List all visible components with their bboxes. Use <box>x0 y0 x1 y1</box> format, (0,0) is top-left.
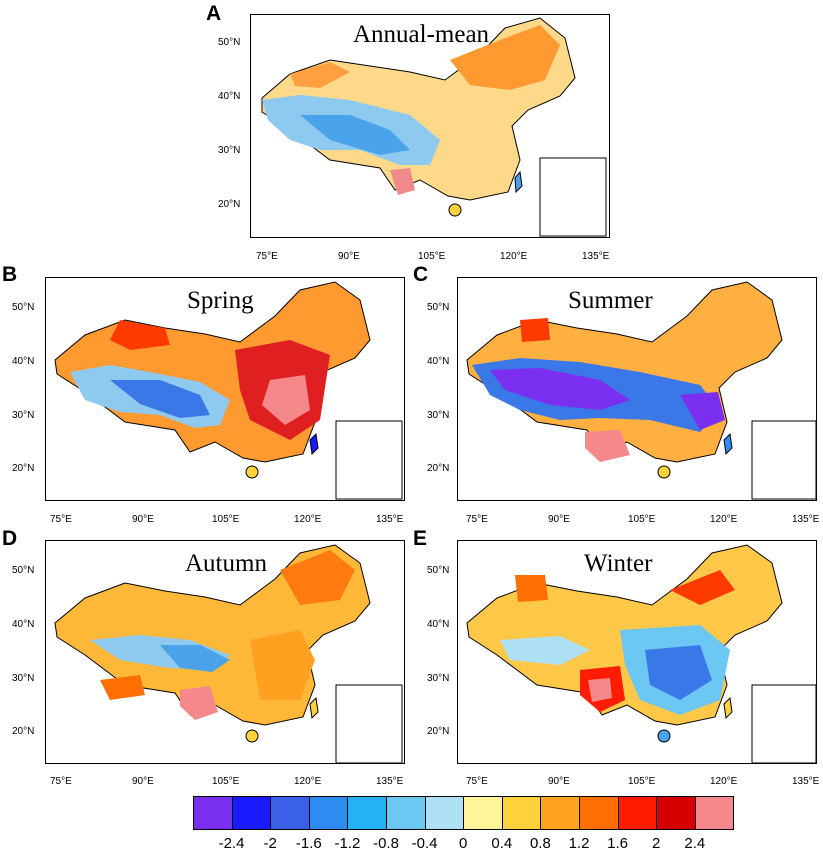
colorbar-swatch <box>540 796 580 830</box>
lon-label: 105°E <box>212 776 240 787</box>
lon-label: 105°E <box>418 251 446 262</box>
lat-label: 40°N <box>12 356 35 367</box>
lat-label: 20°N <box>427 726 450 737</box>
lon-label: 135°E <box>582 251 610 262</box>
colorbar-swatch <box>193 796 233 830</box>
lat-label: 20°N <box>218 199 241 210</box>
colorbar-label: 0.8 <box>529 835 551 852</box>
lon-label: 90°E <box>548 514 570 525</box>
lon-label: 75°E <box>466 776 488 787</box>
colorbar-swatch <box>308 796 349 830</box>
colorbar-label: 0 <box>459 835 468 852</box>
panel-letter-d: D <box>2 527 18 550</box>
lat-label: 50°N <box>12 302 35 313</box>
colorbar-label: -1.2 <box>334 835 361 852</box>
lon-label: 135°E <box>376 776 404 787</box>
colorbar-swatch <box>347 796 387 830</box>
lon-label: 120°E <box>294 776 322 787</box>
lon-label: 75°E <box>50 776 72 787</box>
lat-label: 40°N <box>12 619 35 630</box>
lon-label: 135°E <box>792 776 820 787</box>
colorbar-label: -1.6 <box>295 835 322 852</box>
colorbar-swatch <box>463 796 503 830</box>
panel-letter-b: B <box>2 263 18 286</box>
colorbar-label: -2.4 <box>218 835 245 852</box>
colorbar-swatch <box>656 796 696 830</box>
colorbar-swatch <box>694 796 735 830</box>
lat-label: 30°N <box>218 145 241 156</box>
lon-label: 105°E <box>628 776 656 787</box>
panel-title-d: Autumn <box>185 550 267 577</box>
lon-label: 90°E <box>132 776 154 787</box>
lon-label: 135°E <box>792 514 820 525</box>
colorbar-swatch <box>501 796 542 830</box>
panel-title-e: Winter <box>584 550 653 577</box>
lon-label: 105°E <box>628 514 656 525</box>
lat-label: 20°N <box>12 726 35 737</box>
lat-label: 50°N <box>427 565 450 576</box>
lon-label: 120°E <box>710 514 738 525</box>
lat-label: 30°N <box>427 673 450 684</box>
colorbar-label: 1.6 <box>607 835 629 852</box>
lon-label: 90°E <box>338 251 360 262</box>
lat-label: 20°N <box>427 463 450 474</box>
colorbar-swatch <box>231 796 272 830</box>
lon-label: 75°E <box>466 514 488 525</box>
colorbar-swatch <box>617 796 658 830</box>
panel-letter-e: E <box>413 527 428 550</box>
panel-letter-a: A <box>206 2 222 25</box>
lat-label: 40°N <box>218 91 241 102</box>
lat-label: 50°N <box>12 565 35 576</box>
lon-label: 135°E <box>376 514 404 525</box>
lat-label: 30°N <box>12 673 35 684</box>
colorbar-label: 0.4 <box>491 835 513 852</box>
lon-label: 120°E <box>294 514 322 525</box>
panel-title-b: Spring <box>187 287 254 314</box>
lon-label: 120°E <box>500 251 528 262</box>
lon-label: 120°E <box>710 776 738 787</box>
colorbar-swatch <box>270 796 310 830</box>
colorbar-label: -0.8 <box>373 835 399 852</box>
colorbar-label: 2 <box>652 835 661 852</box>
lat-label: 50°N <box>218 37 241 48</box>
lat-label: 40°N <box>427 619 450 630</box>
panel-title-a: Annual-mean <box>353 21 490 48</box>
colorbar-swatch <box>424 796 465 830</box>
lon-label: 105°E <box>212 514 240 525</box>
colorbar-label: -0.4 <box>411 835 438 852</box>
lon-label: 90°E <box>132 514 154 525</box>
lat-label: 20°N <box>12 463 35 474</box>
panel-title-c: Summer <box>568 287 653 314</box>
lat-label: 40°N <box>427 356 450 367</box>
lon-label: 75°E <box>256 251 278 262</box>
colorbar-label: -2 <box>263 835 277 852</box>
lat-label: 50°N <box>427 302 450 313</box>
lat-label: 30°N <box>12 410 35 421</box>
colorbar-label: 1.2 <box>568 835 590 852</box>
colorbar-label: 2.4 <box>684 835 706 852</box>
colorbar-swatch <box>579 796 619 830</box>
panel-letter-c: C <box>413 263 429 286</box>
lon-label: 75°E <box>50 514 72 525</box>
lon-label: 90°E <box>548 776 570 787</box>
lat-label: 30°N <box>427 410 450 421</box>
colorbar-swatch <box>386 796 426 830</box>
